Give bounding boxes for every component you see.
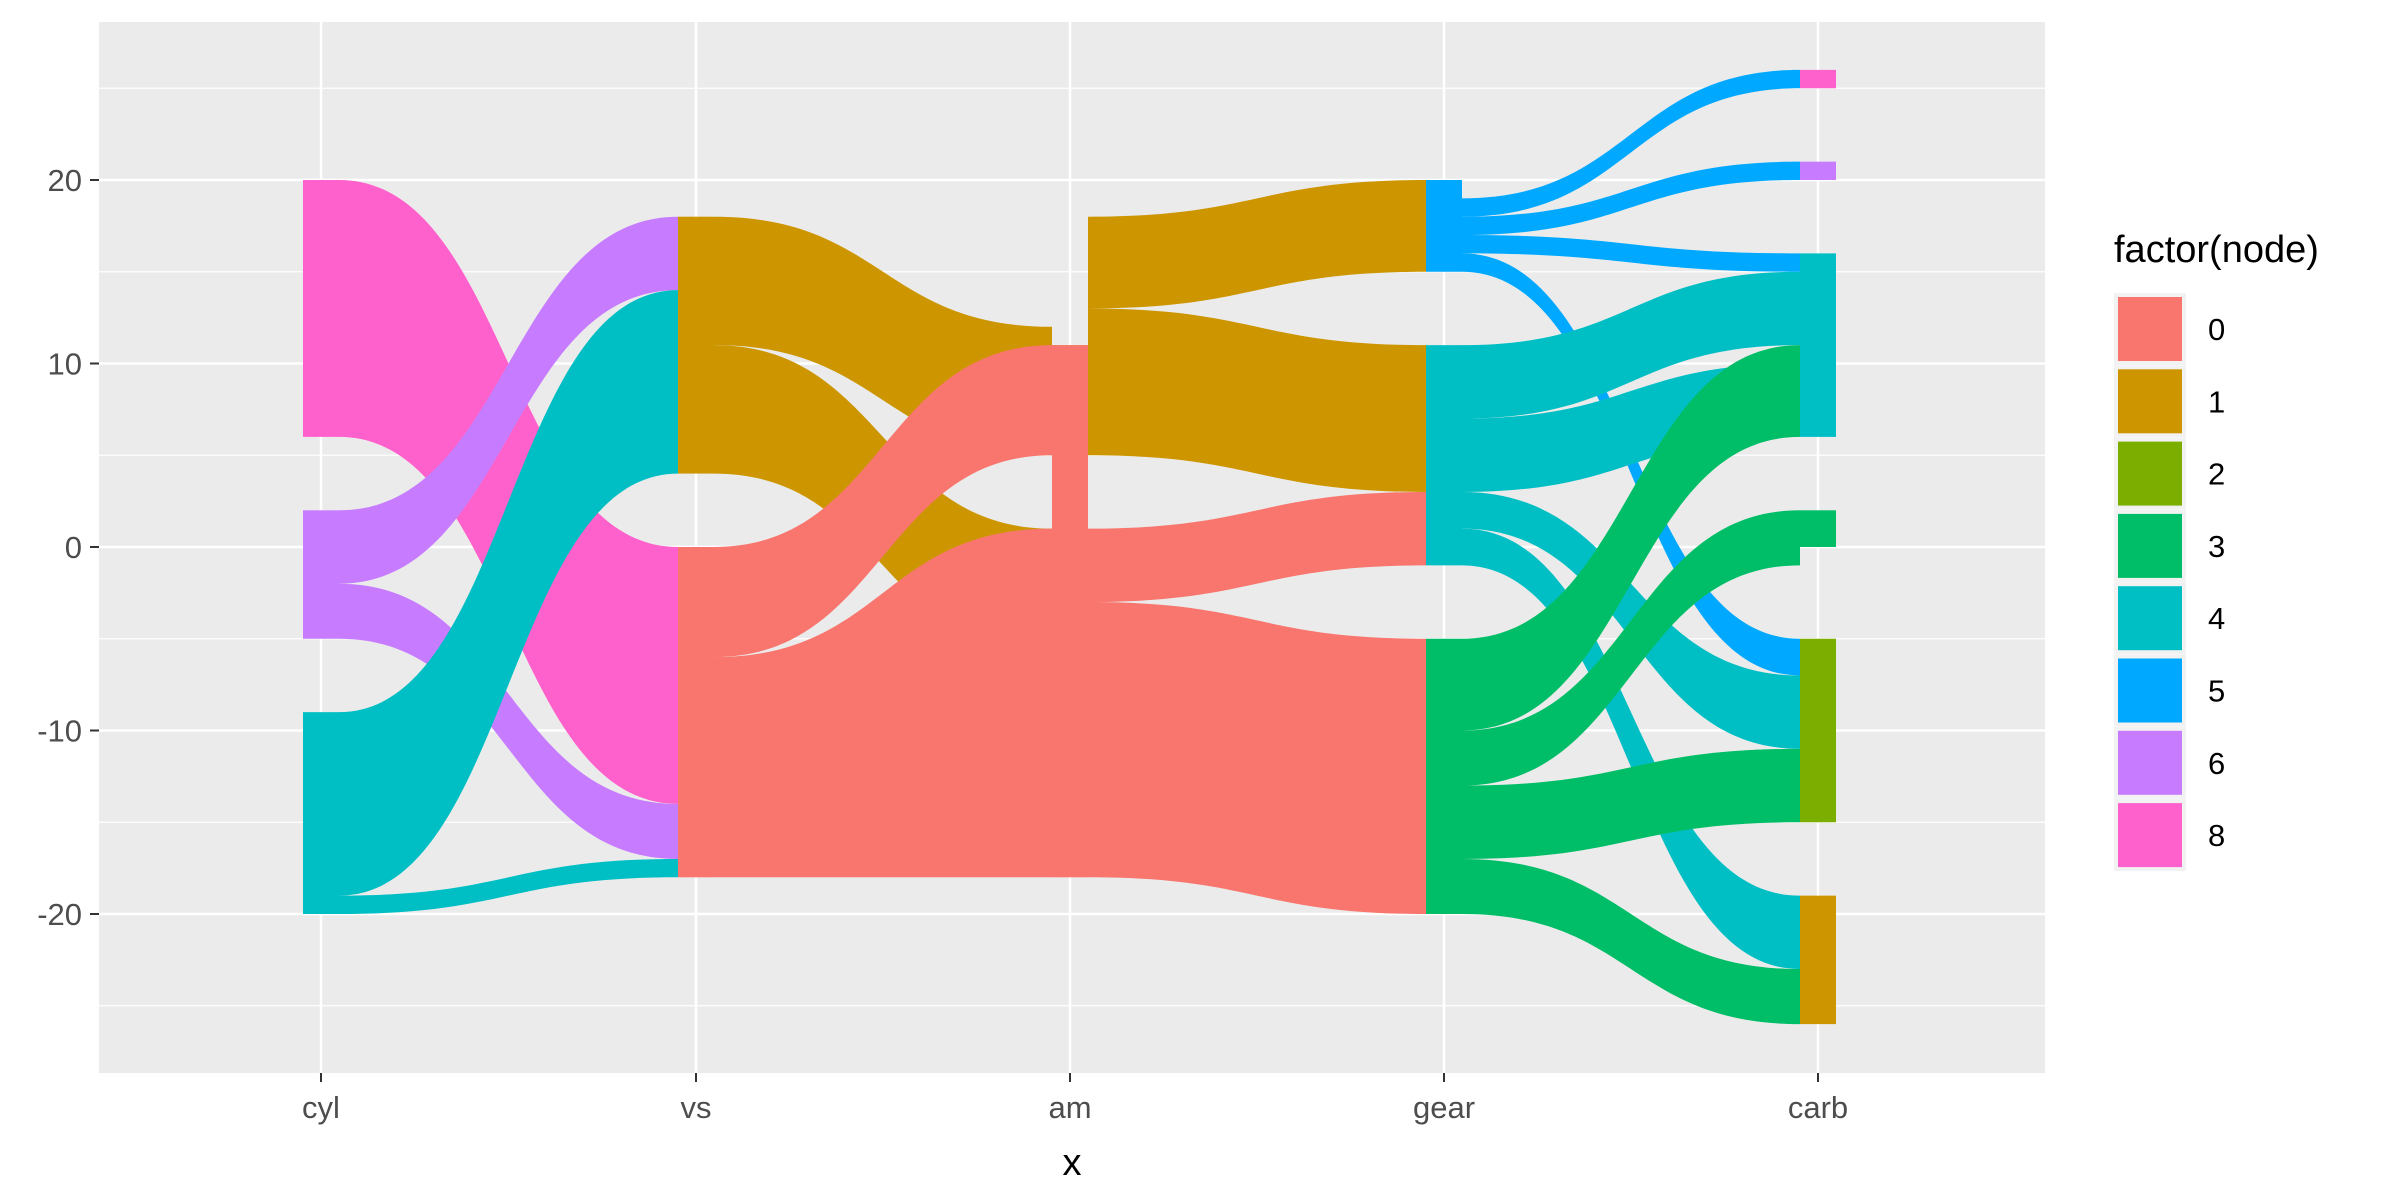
flow-band-5	[1462, 235, 1800, 272]
legend-swatch	[2118, 369, 2182, 434]
flow-band-4	[1462, 528, 1800, 970]
legend-swatch	[2118, 586, 2182, 651]
node-am-0	[1052, 345, 1088, 878]
node-carb-6	[1800, 161, 1836, 180]
node-gear-4	[1426, 345, 1462, 566]
legend-label: 1	[2208, 384, 2225, 419]
legend-label: 5	[2208, 674, 2225, 709]
node-gear-5	[1426, 180, 1462, 272]
node-cyl-8	[303, 180, 339, 437]
legend-label: 3	[2208, 529, 2225, 564]
y-tick-label: 0	[65, 530, 82, 565]
flow-band-8	[339, 180, 678, 804]
legend-items: 0 1 2 3 4 5 6 8	[2114, 293, 2225, 872]
node-carb-3	[1800, 510, 1836, 547]
legend-label: 8	[2208, 818, 2225, 853]
legend-label: 2	[2208, 457, 2225, 492]
y-tick-label: 20	[48, 163, 82, 198]
legend-swatch	[2118, 658, 2182, 723]
flow-band-3	[1462, 345, 1800, 731]
legend-label: 4	[2208, 601, 2225, 636]
flow-band-0	[714, 528, 1052, 878]
flow-band-0	[714, 345, 1052, 658]
flow-band-1	[1088, 308, 1426, 492]
x-axis: cyl vs am gear carb	[302, 1073, 1848, 1125]
legend-swatch	[2118, 441, 2182, 506]
y-axis: -20 -10 0 10 20	[37, 163, 99, 932]
legend-swatch	[2118, 513, 2182, 578]
flow-band-3	[1462, 748, 1800, 859]
flow-band-6	[339, 216, 678, 584]
node-gear-3	[1426, 638, 1462, 914]
legend-swatch	[2118, 297, 2182, 361]
legend-swatch	[2118, 803, 2182, 868]
node-cyl-6	[303, 510, 339, 639]
node-carb-2	[1800, 638, 1836, 823]
legend: factor(node) 0 1 2 3 4 5 6 8	[2114, 229, 2319, 872]
x-tick-label-vs: vs	[681, 1090, 712, 1125]
node-vs-0	[678, 547, 714, 878]
flow-band-5	[1462, 69, 1800, 217]
flow-band-4	[339, 290, 678, 896]
x-axis-title: x	[1063, 1142, 1082, 1184]
y-tick-label: -10	[37, 714, 82, 749]
node-carb-1	[1800, 895, 1836, 1025]
flow-band-4	[339, 858, 678, 914]
y-tick-label: 10	[48, 347, 82, 382]
x-tick-label-cyl: cyl	[302, 1090, 340, 1125]
flow-band-6	[339, 583, 678, 859]
node-vs-1	[678, 216, 714, 474]
nodes	[303, 69, 1836, 1025]
flow-band-3	[1462, 510, 1800, 786]
x-tick-label-gear: gear	[1413, 1090, 1475, 1125]
flow-band-1	[1088, 180, 1426, 309]
legend-swatch	[2118, 730, 2182, 795]
legend-label: 6	[2208, 746, 2225, 781]
legend-label: 0	[2208, 312, 2225, 347]
y-tick-label: -20	[37, 897, 82, 932]
flows	[339, 69, 1800, 1025]
x-tick-label-carb: carb	[1788, 1090, 1848, 1125]
x-tick-label-am: am	[1048, 1090, 1091, 1125]
flow-band-3	[1462, 858, 1800, 1025]
legend-title: factor(node)	[2114, 229, 2319, 271]
flow-band-0	[1088, 602, 1426, 914]
node-carb-8	[1800, 69, 1836, 89]
flow-band-0	[1088, 491, 1426, 603]
flow-band-5	[1462, 161, 1800, 236]
flow-band-4	[1462, 271, 1800, 419]
node-cyl-4	[303, 712, 339, 914]
node-carb-4	[1800, 253, 1836, 437]
